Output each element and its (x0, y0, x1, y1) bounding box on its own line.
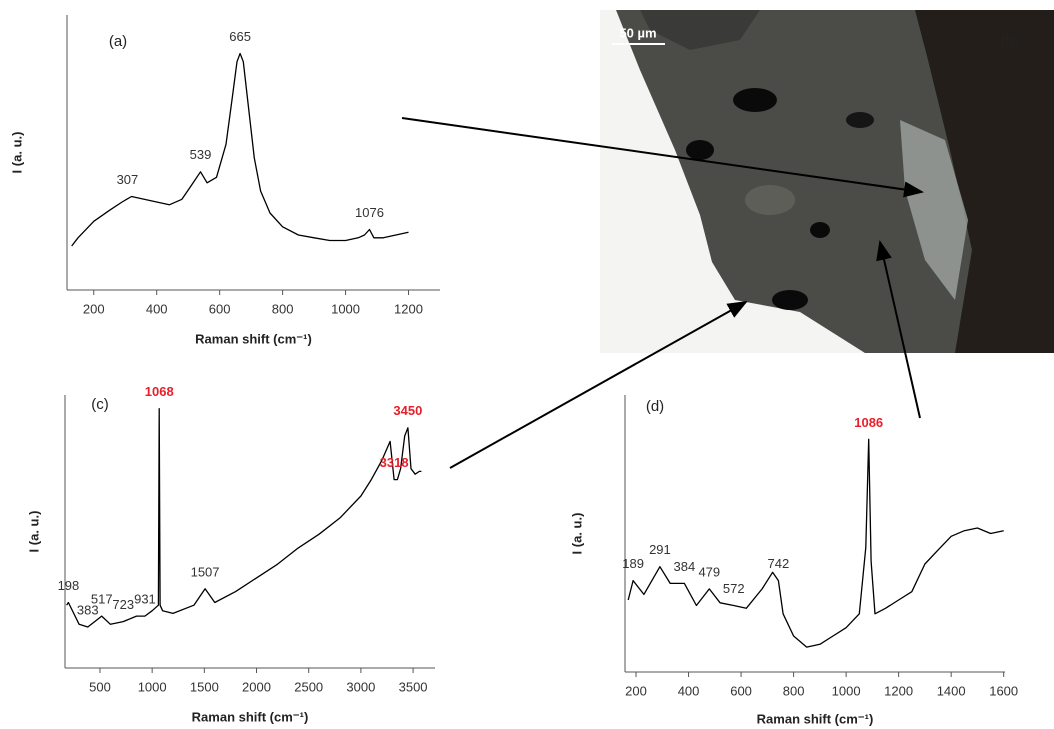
x-tick-label: 400 (146, 301, 168, 316)
x-tick-label: 1600 (989, 683, 1018, 698)
spectrum-panel: 200 400 600 800 1000 1200 1400 1600 Raman shift … (569, 395, 1018, 726)
y-axis-title: I (a. u.) (569, 513, 584, 555)
peak-label: 931 (134, 592, 156, 607)
panel-label: (b) (1001, 33, 1019, 50)
spectrum (627, 438, 1004, 648)
peak-label: 307 (117, 172, 139, 187)
peak-label: 1076 (355, 205, 384, 220)
x-tick-label: 2500 (294, 679, 323, 694)
x-axis-title: Raman shift (cm⁻¹) (192, 709, 309, 724)
x-tick-label: 1000 (331, 301, 360, 316)
x-tick-label: 1000 (832, 683, 861, 698)
peak-label: 3450 (393, 403, 422, 418)
peak-label: 3318 (380, 455, 409, 470)
peak-label: 723 (112, 597, 134, 612)
x-tick-label: 3000 (346, 679, 375, 694)
panel-label: (a) (109, 33, 127, 50)
x-tick-label: 400 (678, 683, 700, 698)
x-tick-label: 600 (209, 301, 231, 316)
x-tick-label: 200 (625, 683, 647, 698)
peak-label: 479 (698, 564, 720, 579)
peak-label: 665 (229, 29, 251, 44)
panel-label: (c) (91, 396, 109, 413)
micrograph: 50 µm (b) (600, 10, 1054, 353)
peak-label: 291 (649, 542, 671, 557)
peak-label: 572 (723, 581, 745, 596)
x-tick-label: 1200 (884, 683, 913, 698)
scale-bar-label: 50 µm (619, 25, 656, 40)
peak-label: 384 (673, 559, 695, 574)
peak-label: 198 (58, 578, 80, 593)
panel-label: (d) (646, 398, 664, 415)
peak-label: 539 (190, 147, 212, 162)
x-tick-label: 3500 (399, 679, 428, 694)
x-tick-label: 500 (89, 679, 111, 694)
peak-label: 1086 (854, 415, 883, 430)
spectrum (66, 408, 422, 628)
x-axis-title: Raman shift (cm⁻¹) (757, 711, 874, 726)
y-axis-title: I (a. u.) (9, 132, 24, 174)
x-tick-label: 800 (272, 301, 294, 316)
spectrum-panel: 500 1000 1500 2000 2500 3000 3500 Raman shift (… (26, 384, 435, 724)
x-tick-label: 1200 (394, 301, 423, 316)
x-tick-label: 1000 (138, 679, 167, 694)
arrows (401, 117, 924, 469)
x-tick-label: 600 (730, 683, 752, 698)
peak-label: 1068 (145, 384, 174, 399)
peak-label: 517 (91, 592, 113, 607)
spectrum (71, 52, 409, 247)
x-tick-label: 800 (783, 683, 805, 698)
x-axis-title: Raman shift (cm⁻¹) (195, 331, 312, 346)
peak-label: 189 (622, 556, 644, 571)
x-tick-label: 2000 (242, 679, 271, 694)
x-tick-label: 1500 (190, 679, 219, 694)
peak-label: 383 (77, 602, 99, 617)
spectrum-panel: 200 400 600 800 1000 1200 Raman shift (cm⁻¹) I … (9, 15, 440, 346)
y-axis-title: I (a. u.) (26, 511, 41, 553)
x-tick-label: 1400 (937, 683, 966, 698)
x-tick-label: 200 (83, 301, 105, 316)
peak-label: 742 (768, 556, 790, 571)
peak-label: 1507 (191, 564, 220, 579)
